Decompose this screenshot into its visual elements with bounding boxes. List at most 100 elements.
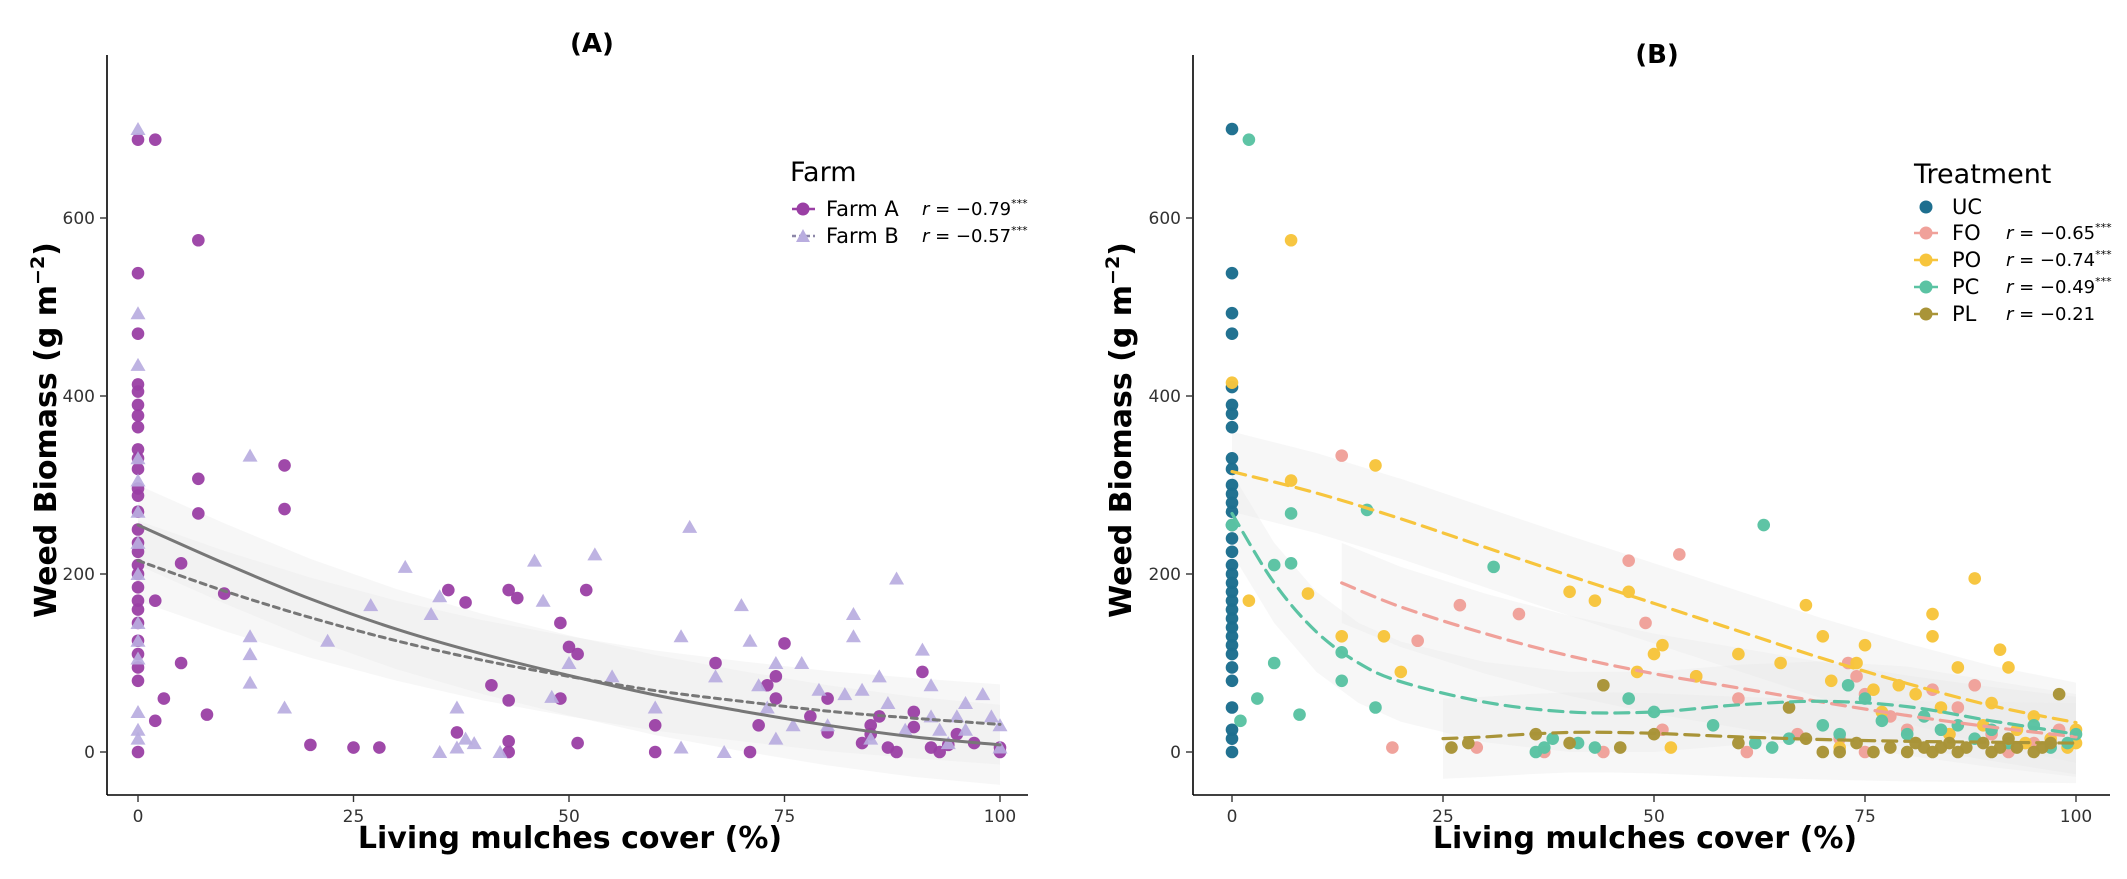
panel-b-point-po — [1850, 656, 1863, 670]
panel-a-point-farm-b — [466, 736, 482, 750]
panel-a-point-farm-a — [769, 670, 783, 683]
legend-label-farm-b: Farm B — [826, 224, 899, 248]
panel-a-y-tick-label: 200 — [63, 565, 95, 585]
panel-b-point-pl — [1563, 736, 1576, 750]
panel-a-point-farm-a — [131, 443, 145, 456]
panel-a-point-farm-a — [217, 587, 231, 600]
panel-b-point-po — [1909, 687, 1922, 701]
panel-a-point-farm-b — [992, 740, 1008, 754]
panel-b-point-uc — [1225, 674, 1239, 688]
panel-b-point-uc — [1225, 452, 1239, 465]
panel-a-point-farm-a — [864, 719, 877, 732]
panel-b-point-fo — [1850, 670, 1863, 683]
panel-b-point-po — [1242, 594, 1256, 607]
panel-a-point-farm-a — [192, 233, 205, 247]
panel-b-point-pl — [1732, 736, 1745, 750]
panel-a-point-farm-b — [983, 709, 999, 723]
panel-b-point-pc — [1293, 708, 1306, 721]
panel-a-point-farm-b — [949, 709, 965, 723]
panel-a-point-farm-a — [148, 133, 162, 146]
panel-b-point-pl — [2010, 741, 2024, 754]
panel-a-point-farm-a — [804, 710, 817, 723]
panel-a-x-tick-label: 75 — [774, 807, 796, 827]
legend-key-circle-farm-a — [796, 202, 810, 216]
panel-b-point-uc — [1225, 505, 1239, 518]
panel-b-point-fo — [1453, 598, 1467, 612]
panel-b-point-po — [1934, 701, 1948, 714]
panel-b-point-po — [1892, 678, 1906, 692]
panel-a-point-farm-b — [845, 607, 861, 621]
panel-a-point-farm-b — [432, 589, 448, 603]
panel-a-point-farm-a — [192, 507, 205, 520]
legend-label-uc: UC — [1952, 195, 1982, 219]
panel-b-point-po — [1951, 661, 1965, 674]
panel-a-title: (A) — [570, 29, 614, 59]
panel-a-point-farm-a — [192, 472, 205, 486]
panel-a-point-farm-b — [363, 598, 379, 612]
panel-a-point-farm-a — [278, 459, 291, 472]
panel-b-point-fo — [1512, 607, 1526, 621]
panel-b-point-fo — [1951, 701, 1965, 714]
panel-a-point-farm-b — [544, 689, 560, 703]
panel-b-point-uc — [1225, 496, 1239, 510]
legend-stat-po: r = −0.74*** — [2006, 248, 2112, 271]
legend-entry-farm-b: Farm B r = −0.57*** — [792, 224, 1028, 248]
legend-stat-pl: r = −0.21 — [2006, 304, 2095, 325]
legend-entry-pc: PC r = −0.49*** — [1914, 275, 2112, 299]
panel-a-point-farm-a — [752, 719, 765, 732]
panel-a-point-farm-b — [130, 535, 146, 549]
panel-b-x-ticks: 0 25 50 75 100 — [1227, 795, 2092, 827]
panel-a-point-farm-b — [432, 745, 448, 758]
panel-b-point-fo — [1968, 678, 1982, 692]
panel-b-point-pc — [1900, 727, 1914, 741]
panel-b: (B) Weed Biomass (g m−2) Living mulches … — [1102, 40, 2112, 856]
panel-a-point-farm-b — [130, 451, 146, 465]
panel-a-point-farm-a — [562, 640, 576, 654]
panel-a-point-farm-b — [561, 656, 577, 669]
panel-a-point-farm-a — [502, 583, 515, 597]
panel-a-point-farm-a — [855, 736, 869, 750]
legend-label-pc: PC — [1952, 275, 1979, 299]
panel-a-x-ticks: 0 25 50 75 100 — [133, 795, 1016, 827]
panel-a-points — [130, 122, 1008, 759]
panel-b-point-pc — [1782, 732, 1796, 745]
panel-a-point-farm-b — [130, 731, 146, 745]
panel-b-point-uc — [1225, 745, 1239, 759]
panel-b-legend-title: Treatment — [1913, 159, 2051, 190]
panel-b-point-po — [1377, 630, 1391, 643]
legend-stat-pc: r = −0.49*** — [2006, 275, 2112, 298]
panel-a-point-farm-a — [131, 489, 145, 502]
panel-a-point-farm-a — [131, 674, 145, 688]
panel-b-point-pc — [1622, 692, 1635, 705]
panel-b-point-pc — [1267, 656, 1281, 670]
legend-key-circle-pl — [1919, 307, 1933, 321]
panel-a-point-farm-a — [347, 741, 360, 754]
panel-b-point-uc — [1225, 327, 1239, 341]
panel-a-point-farm-a — [709, 656, 722, 670]
panel-b-y-tick-label: 600 — [1149, 209, 1181, 229]
panel-a-point-farm-a — [131, 327, 145, 341]
panel-b-point-pc — [1647, 705, 1661, 719]
panel-b-title: (B) — [1635, 40, 1679, 70]
panel-b-point-po — [1647, 647, 1661, 661]
panel-b-point-po — [1816, 630, 1830, 643]
panel-b-point-pc — [1816, 719, 1830, 732]
panel-b-point-pc — [1833, 727, 1846, 741]
panel-a-point-farm-a — [148, 714, 162, 728]
panel-a-point-farm-b — [492, 745, 508, 758]
panel-b-xlabel: Living mulches cover (%) — [1433, 821, 1857, 856]
panel-a-y-tick-label: 400 — [63, 387, 95, 407]
panel-a-point-farm-a — [502, 694, 515, 707]
panel-b-point-uc — [1225, 306, 1239, 320]
panel-a-y-ticks: 0 200 400 600 — [63, 209, 107, 763]
panel-b-point-pc — [1537, 741, 1551, 754]
panel-a-point-farm-a — [157, 692, 171, 705]
panel-a-point-farm-a — [890, 745, 903, 759]
panel-a-point-farm-a — [131, 745, 145, 759]
panel-a-ylabel: Weed Biomass (g m−2) — [27, 242, 64, 618]
panel-a-point-farm-b — [716, 745, 732, 758]
panel-b-x-tick-label: 0 — [1227, 807, 1238, 827]
panel-b-point-pc — [1546, 732, 1560, 745]
panel-b-point-uc — [1225, 661, 1239, 674]
